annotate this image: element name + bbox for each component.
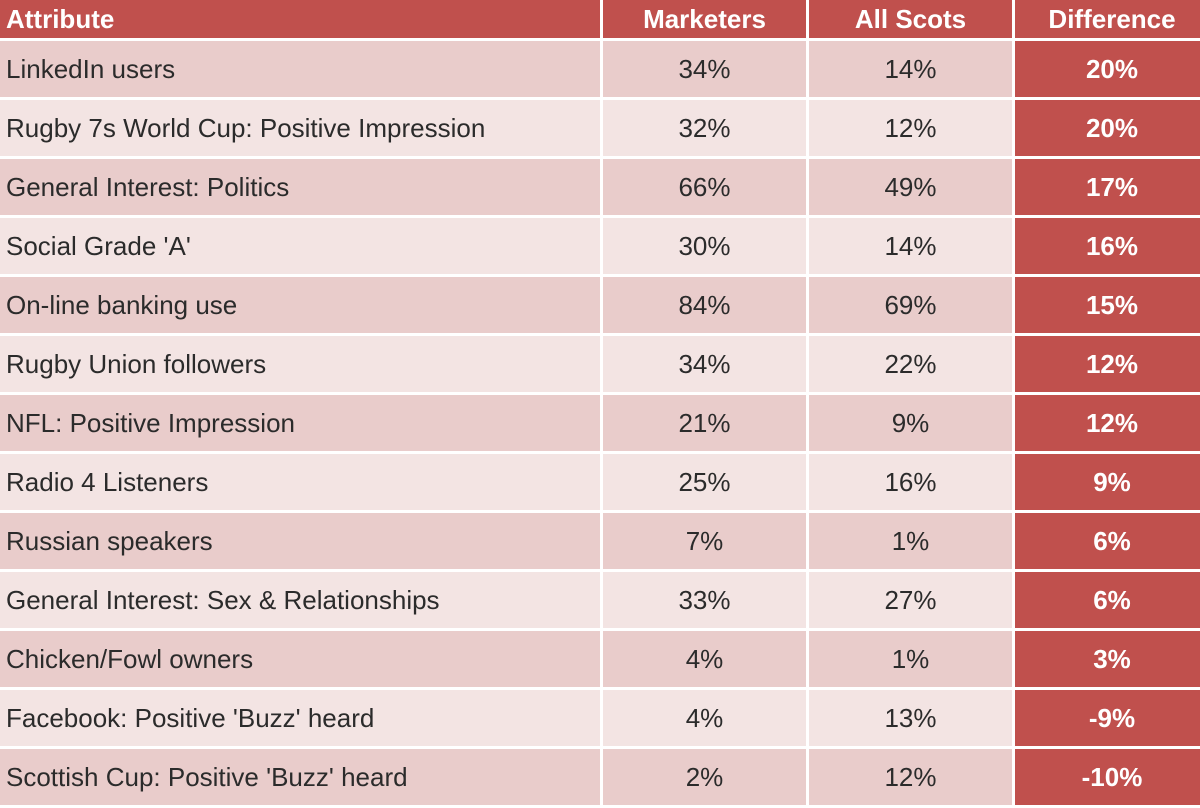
value-cell: 16% xyxy=(809,454,1012,510)
difference-cell: 9% xyxy=(1015,454,1200,510)
attribute-cell: LinkedIn users xyxy=(0,41,600,97)
attribute-cell: On-line banking use xyxy=(0,277,600,333)
attribute-cell: Scottish Cup: Positive 'Buzz' heard xyxy=(0,749,600,805)
table-row: General Interest: Sex & Relationships 33%… xyxy=(0,572,1200,628)
header-cell: All Scots xyxy=(809,0,1012,38)
value-cell: 4% xyxy=(603,631,806,687)
table-body: LinkedIn users 34% 14% 20% Rugby 7s World Cu… xyxy=(0,41,1200,805)
value-cell: 2% xyxy=(603,749,806,805)
difference-cell: -9% xyxy=(1015,690,1200,746)
attribute-cell: General Interest: Politics xyxy=(0,159,600,215)
attribute-cell: Facebook: Positive 'Buzz' heard xyxy=(0,690,600,746)
attribute-cell: Social Grade 'A' xyxy=(0,218,600,274)
value-cell: 7% xyxy=(603,513,806,569)
table-row: Radio 4 Listeners 25% 16% 9% xyxy=(0,454,1200,510)
table-row: NFL: Positive Impression 21% 9% 12% xyxy=(0,395,1200,451)
value-cell: 21% xyxy=(603,395,806,451)
value-cell: 1% xyxy=(809,631,1012,687)
table-row: On-line banking use 84% 69% 15% xyxy=(0,277,1200,333)
difference-cell: 20% xyxy=(1015,41,1200,97)
difference-cell: 3% xyxy=(1015,631,1200,687)
difference-cell: 6% xyxy=(1015,513,1200,569)
value-cell: 12% xyxy=(809,749,1012,805)
value-cell: 84% xyxy=(603,277,806,333)
difference-cell: 6% xyxy=(1015,572,1200,628)
table-row: Facebook: Positive 'Buzz' heard 4% 13% -9% xyxy=(0,690,1200,746)
attribute-cell: Chicken/Fowl owners xyxy=(0,631,600,687)
value-cell: 12% xyxy=(809,100,1012,156)
table-row: General Interest: Politics 66% 49% 17% xyxy=(0,159,1200,215)
value-cell: 49% xyxy=(809,159,1012,215)
attribute-cell: Russian speakers xyxy=(0,513,600,569)
attribute-cell: Rugby Union followers xyxy=(0,336,600,392)
value-cell: 69% xyxy=(809,277,1012,333)
value-cell: 30% xyxy=(603,218,806,274)
value-cell: 14% xyxy=(809,41,1012,97)
header-cell: Difference xyxy=(1015,0,1200,38)
attribute-cell: Radio 4 Listeners xyxy=(0,454,600,510)
table-row: Scottish Cup: Positive 'Buzz' heard 2% 12%… xyxy=(0,749,1200,805)
value-cell: 13% xyxy=(809,690,1012,746)
value-cell: 32% xyxy=(603,100,806,156)
value-cell: 27% xyxy=(809,572,1012,628)
table-row: Rugby Union followers 34% 22% 12% xyxy=(0,336,1200,392)
difference-cell: -10% xyxy=(1015,749,1200,805)
difference-cell: 16% xyxy=(1015,218,1200,274)
attribute-cell: General Interest: Sex & Relationships xyxy=(0,572,600,628)
header-cell: Attribute xyxy=(0,0,600,38)
table-row: Chicken/Fowl owners 4% 1% 3% xyxy=(0,631,1200,687)
value-cell: 1% xyxy=(809,513,1012,569)
difference-cell: 20% xyxy=(1015,100,1200,156)
value-cell: 25% xyxy=(603,454,806,510)
difference-cell: 15% xyxy=(1015,277,1200,333)
table-row: LinkedIn users 34% 14% 20% xyxy=(0,41,1200,97)
attribute-cell: Rugby 7s World Cup: Positive Impression xyxy=(0,100,600,156)
value-cell: 9% xyxy=(809,395,1012,451)
table-row: Social Grade 'A' 30% 14% 16% xyxy=(0,218,1200,274)
value-cell: 4% xyxy=(603,690,806,746)
value-cell: 34% xyxy=(603,336,806,392)
difference-cell: 12% xyxy=(1015,395,1200,451)
difference-cell: 17% xyxy=(1015,159,1200,215)
difference-cell: 12% xyxy=(1015,336,1200,392)
header-cell: Marketers xyxy=(603,0,806,38)
attribute-cell: NFL: Positive Impression xyxy=(0,395,600,451)
value-cell: 14% xyxy=(809,218,1012,274)
value-cell: 66% xyxy=(603,159,806,215)
header-row: Attribute Marketers All Scots Difference xyxy=(0,0,1200,38)
value-cell: 33% xyxy=(603,572,806,628)
value-cell: 22% xyxy=(809,336,1012,392)
table-row: Rugby 7s World Cup: Positive Impression 3… xyxy=(0,100,1200,156)
value-cell: 34% xyxy=(603,41,806,97)
table-row: Russian speakers 7% 1% 6% xyxy=(0,513,1200,569)
